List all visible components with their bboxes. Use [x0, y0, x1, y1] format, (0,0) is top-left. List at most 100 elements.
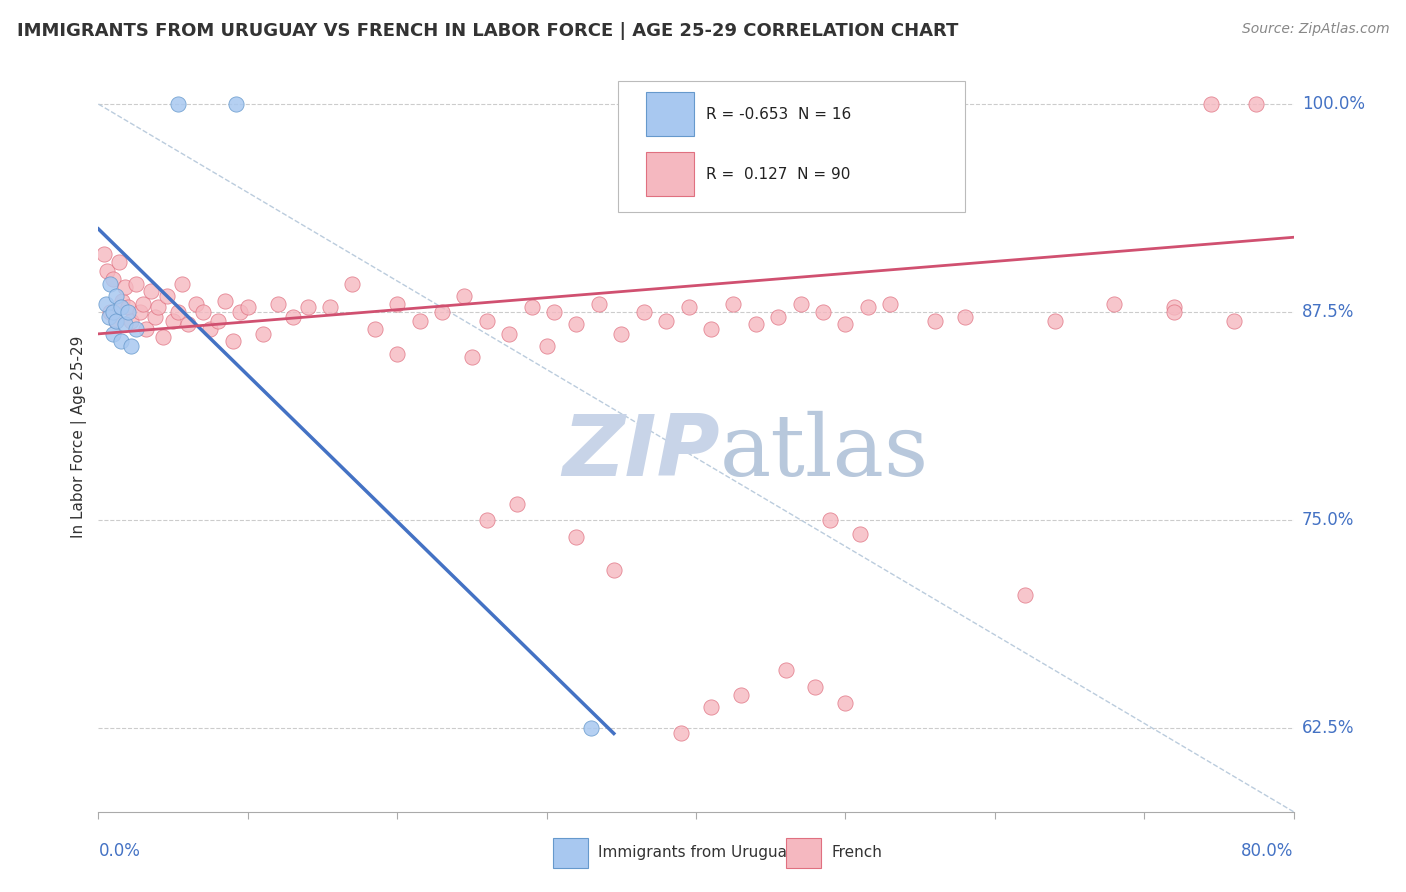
- Point: [1201, 97, 1223, 112]
- Bar: [786, 838, 821, 868]
- Point: [700, 322, 723, 336]
- Point: [700, 699, 723, 714]
- Point: [103, 326, 125, 341]
- Point: [120, 313, 142, 327]
- Point: [1043, 313, 1066, 327]
- Text: 62.5%: 62.5%: [1302, 720, 1354, 738]
- Point: [581, 722, 603, 736]
- Point: [1223, 313, 1246, 327]
- Point: [461, 350, 484, 364]
- Point: [98, 277, 122, 291]
- Point: [849, 526, 872, 541]
- Point: [132, 297, 155, 311]
- Point: [96, 263, 118, 277]
- Point: [342, 277, 364, 291]
- Point: [385, 347, 409, 361]
- Point: [166, 97, 188, 112]
- Point: [565, 530, 588, 544]
- Point: [105, 313, 128, 327]
- Point: [565, 317, 588, 331]
- Point: [588, 297, 610, 311]
- Text: IMMIGRANTS FROM URUGUAY VS FRENCH IN LABOR FORCE | AGE 25-29 CORRELATION CHART: IMMIGRANTS FROM URUGUAY VS FRENCH IN LAB…: [17, 22, 959, 40]
- Point: [105, 313, 128, 327]
- Point: [498, 326, 520, 341]
- Point: [103, 272, 125, 286]
- Point: [879, 297, 901, 311]
- Point: [543, 305, 565, 319]
- Point: [297, 300, 319, 314]
- Point: [730, 688, 752, 702]
- Point: [162, 313, 184, 327]
- Point: [222, 334, 245, 348]
- Point: [120, 338, 142, 352]
- Point: [364, 322, 387, 336]
- Point: [536, 338, 558, 352]
- Point: [117, 300, 139, 314]
- Point: [385, 297, 409, 311]
- Point: [139, 284, 162, 298]
- Point: [1014, 588, 1036, 602]
- Point: [111, 293, 134, 308]
- Point: [856, 300, 879, 314]
- Point: [520, 300, 543, 314]
- Point: [191, 305, 214, 319]
- Point: [110, 334, 132, 348]
- Point: [1104, 297, 1126, 311]
- Point: [430, 305, 453, 319]
- Text: French: French: [831, 846, 882, 861]
- Point: [94, 297, 117, 311]
- Point: [506, 497, 529, 511]
- Point: [678, 300, 700, 314]
- Point: [281, 310, 304, 325]
- Point: [135, 322, 157, 336]
- Point: [267, 297, 290, 311]
- Point: [177, 317, 200, 331]
- Point: [117, 305, 139, 319]
- Point: [1163, 305, 1185, 319]
- Point: [207, 313, 229, 327]
- Point: [766, 310, 789, 325]
- Point: [125, 277, 148, 291]
- Point: [834, 317, 856, 331]
- Point: [236, 300, 259, 314]
- Text: 87.5%: 87.5%: [1302, 303, 1354, 321]
- Point: [1163, 300, 1185, 314]
- Point: [98, 305, 122, 319]
- Point: [152, 330, 174, 344]
- Point: [834, 697, 856, 711]
- Point: [789, 297, 811, 311]
- Bar: [553, 838, 589, 868]
- Point: [252, 326, 274, 341]
- Point: [225, 97, 247, 112]
- Point: [811, 305, 834, 319]
- Point: [633, 305, 655, 319]
- Point: [775, 663, 797, 677]
- Point: [114, 280, 136, 294]
- Text: atlas: atlas: [720, 410, 929, 493]
- Point: [820, 513, 842, 527]
- Point: [129, 305, 152, 319]
- Point: [143, 310, 166, 325]
- FancyBboxPatch shape: [619, 81, 965, 212]
- Point: [200, 322, 222, 336]
- Text: Immigrants from Uruguay: Immigrants from Uruguay: [598, 846, 796, 861]
- Point: [166, 305, 188, 319]
- Point: [148, 300, 170, 314]
- Point: [156, 288, 179, 302]
- Point: [475, 313, 498, 327]
- Point: [804, 680, 827, 694]
- Text: 80.0%: 80.0%: [1241, 842, 1294, 860]
- Y-axis label: In Labor Force | Age 25-29: In Labor Force | Age 25-29: [72, 336, 87, 538]
- Point: [1244, 97, 1267, 112]
- Point: [108, 255, 131, 269]
- Text: R = -0.653  N = 16: R = -0.653 N = 16: [706, 107, 851, 122]
- Point: [453, 288, 475, 302]
- Point: [103, 305, 125, 319]
- Point: [110, 300, 132, 314]
- Point: [655, 313, 678, 327]
- Point: [475, 513, 498, 527]
- Point: [924, 313, 946, 327]
- Point: [408, 313, 430, 327]
- Point: [723, 297, 745, 311]
- Point: [610, 326, 633, 341]
